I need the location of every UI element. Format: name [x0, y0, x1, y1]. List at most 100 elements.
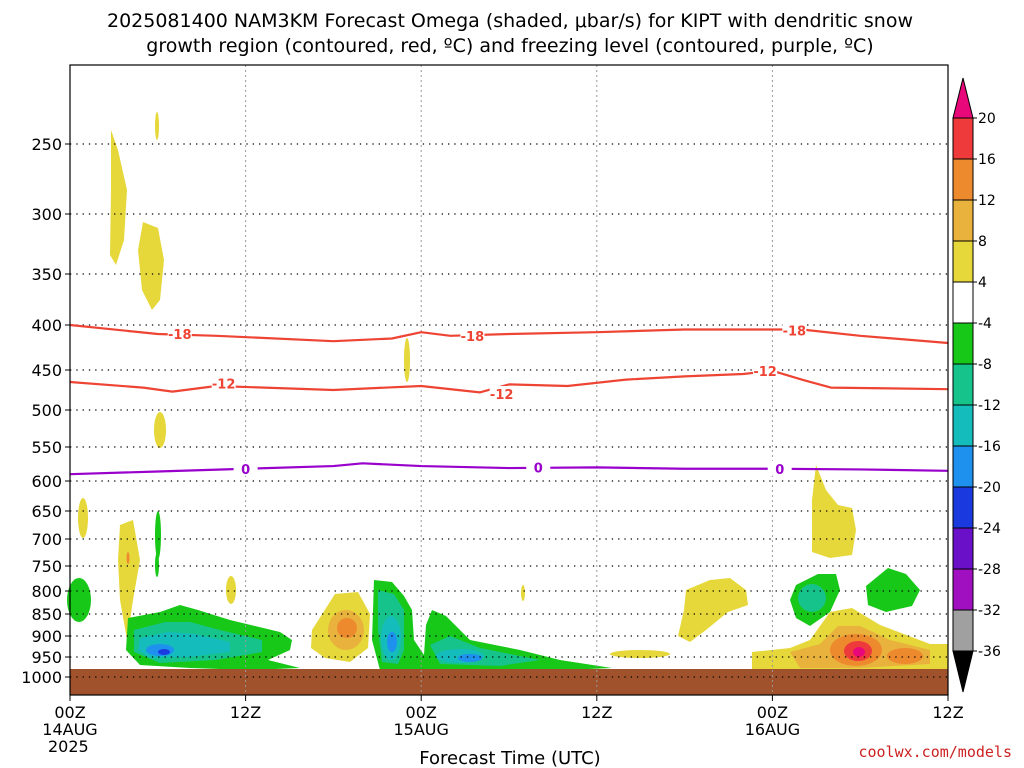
- omega-negative-area: [458, 654, 482, 662]
- colorbar-band: [952, 77, 974, 119]
- omega-negative-area: [866, 568, 920, 612]
- omega-positive-area: [887, 648, 923, 664]
- contour-label-bg: [489, 386, 514, 401]
- omega-positive-area: [78, 498, 88, 538]
- omega-negative-area: [155, 553, 159, 577]
- colorbar-label: -28: [978, 562, 1001, 578]
- contour-lines: -18 -18 -18 -12 -12 -12 0 0 0: [69, 322, 949, 478]
- colorbar-band: [952, 322, 974, 365]
- y-tick-label: 750: [31, 557, 62, 576]
- colorbar-band: [952, 527, 974, 570]
- colorbar-band: [952, 650, 974, 693]
- omega-positive-area: [812, 465, 856, 558]
- colorbar-label: 12: [978, 193, 996, 209]
- y-tick-label: 900: [31, 627, 62, 646]
- contour-line: [69, 369, 949, 394]
- y-tick-label: 400: [31, 316, 62, 335]
- contour-label: -18: [168, 328, 192, 343]
- colorbar-label: -4: [978, 316, 992, 332]
- omega-positive-area: [521, 585, 525, 601]
- colorbar-label: 4: [978, 275, 987, 291]
- omega-positive-area: [154, 412, 166, 448]
- credit-link[interactable]: coolwx.com/models: [858, 743, 1012, 761]
- omega-positive-area: [155, 112, 159, 140]
- contour-label: -12: [753, 365, 777, 380]
- contour-label-bg: [782, 322, 807, 338]
- colorbar-label: 8: [978, 234, 987, 250]
- x-tick-label: 12Z: [581, 703, 612, 722]
- x-tick-label: 2025: [48, 737, 89, 756]
- omega-positive-area: [853, 647, 865, 657]
- omega-negative-area: [67, 578, 91, 622]
- x-tick-label: 00Z: [757, 703, 788, 722]
- colorbar-band: [952, 486, 974, 529]
- contour-label-bg: [167, 326, 192, 341]
- omega-shading: [67, 112, 948, 672]
- contour-label-bg: [460, 327, 485, 343]
- contour-label: -12: [212, 378, 236, 393]
- contour-label-bg: [211, 375, 236, 391]
- omega-positive-area: [110, 130, 127, 265]
- colorbar-label: -24: [978, 521, 1001, 537]
- colorbar-label: -32: [978, 603, 1001, 619]
- x-tick-label: 12Z: [932, 703, 963, 722]
- omega-positive-area: [404, 338, 410, 382]
- y-axis-ticks: 250 300 350 400 450 500 550 600 650 700 750 800 850 9…: [21, 135, 70, 687]
- x-tick-label: 15AUG: [393, 720, 448, 739]
- omega-negative-area: [387, 632, 397, 652]
- y-tick-label: 850: [31, 605, 62, 624]
- colorbar-band: [952, 363, 974, 406]
- y-tick-label: 500: [31, 401, 62, 420]
- contour-label-bg: [233, 460, 258, 476]
- colorbar-band: [952, 568, 974, 611]
- omega-positive-area: [337, 618, 357, 638]
- x-tick-label: 16AUG: [745, 720, 800, 739]
- omega-negative-area: [155, 511, 161, 559]
- contour-label: -18: [783, 324, 807, 339]
- chart-title-line1: 2025081400 NAM3KM Forecast Omega (shaded…: [107, 10, 913, 32]
- colorbar-band: [952, 158, 974, 201]
- colorbar-band: [952, 445, 974, 488]
- ground-layer: [70, 669, 948, 695]
- y-tick-label: 1000: [21, 668, 62, 687]
- grid-lines: [70, 65, 948, 695]
- x-axis-title: Forecast Time (UTC): [419, 748, 600, 768]
- colorbar-band: [952, 240, 974, 283]
- y-tick-label: 800: [31, 582, 62, 601]
- x-tick-label: 12Z: [230, 703, 261, 722]
- contour-label-bg: [767, 460, 792, 476]
- y-tick-label: 950: [31, 648, 62, 667]
- colorbar-band: [952, 609, 974, 652]
- ground-fill: [70, 669, 948, 695]
- colorbar-label: -36: [978, 644, 1001, 660]
- colorbar-label: 16: [978, 152, 996, 168]
- colorbar-label: -16: [978, 439, 1001, 455]
- y-tick-label: 650: [31, 502, 62, 521]
- colorbar-label: -20: [978, 480, 1001, 496]
- colorbar-band: [952, 199, 974, 242]
- plot-border: [69, 64, 949, 696]
- omega-positive-area: [126, 552, 130, 564]
- omega-negative-area: [372, 580, 612, 672]
- omega-positive-area: [226, 576, 236, 604]
- omega-negative-area: [158, 649, 170, 655]
- omega-negative-area: [798, 584, 826, 612]
- y-tick-label: 300: [31, 205, 62, 224]
- colorbar: 20 16 12 8 4 -4 -8 -12 -16 -20 -24 -28 -32 -36: [952, 77, 1001, 693]
- contour-label: -12: [490, 388, 514, 403]
- contour-label-bg: [526, 459, 551, 475]
- y-tick-label: 600: [31, 472, 62, 491]
- contour-label: -18: [461, 330, 485, 345]
- y-tick-label: 550: [31, 438, 62, 457]
- y-tick-label: 700: [31, 530, 62, 549]
- colorbar-band: [952, 404, 974, 447]
- contour-label: 0: [241, 463, 250, 478]
- x-tick-label: 00Z: [54, 703, 85, 722]
- chart-title-line2: growth region (contoured, red, ºC) and f…: [146, 35, 873, 57]
- y-tick-label: 350: [31, 265, 62, 284]
- contour-label-bg: [753, 362, 778, 378]
- contour-label: 0: [534, 461, 543, 476]
- colorbar-band: [952, 117, 974, 160]
